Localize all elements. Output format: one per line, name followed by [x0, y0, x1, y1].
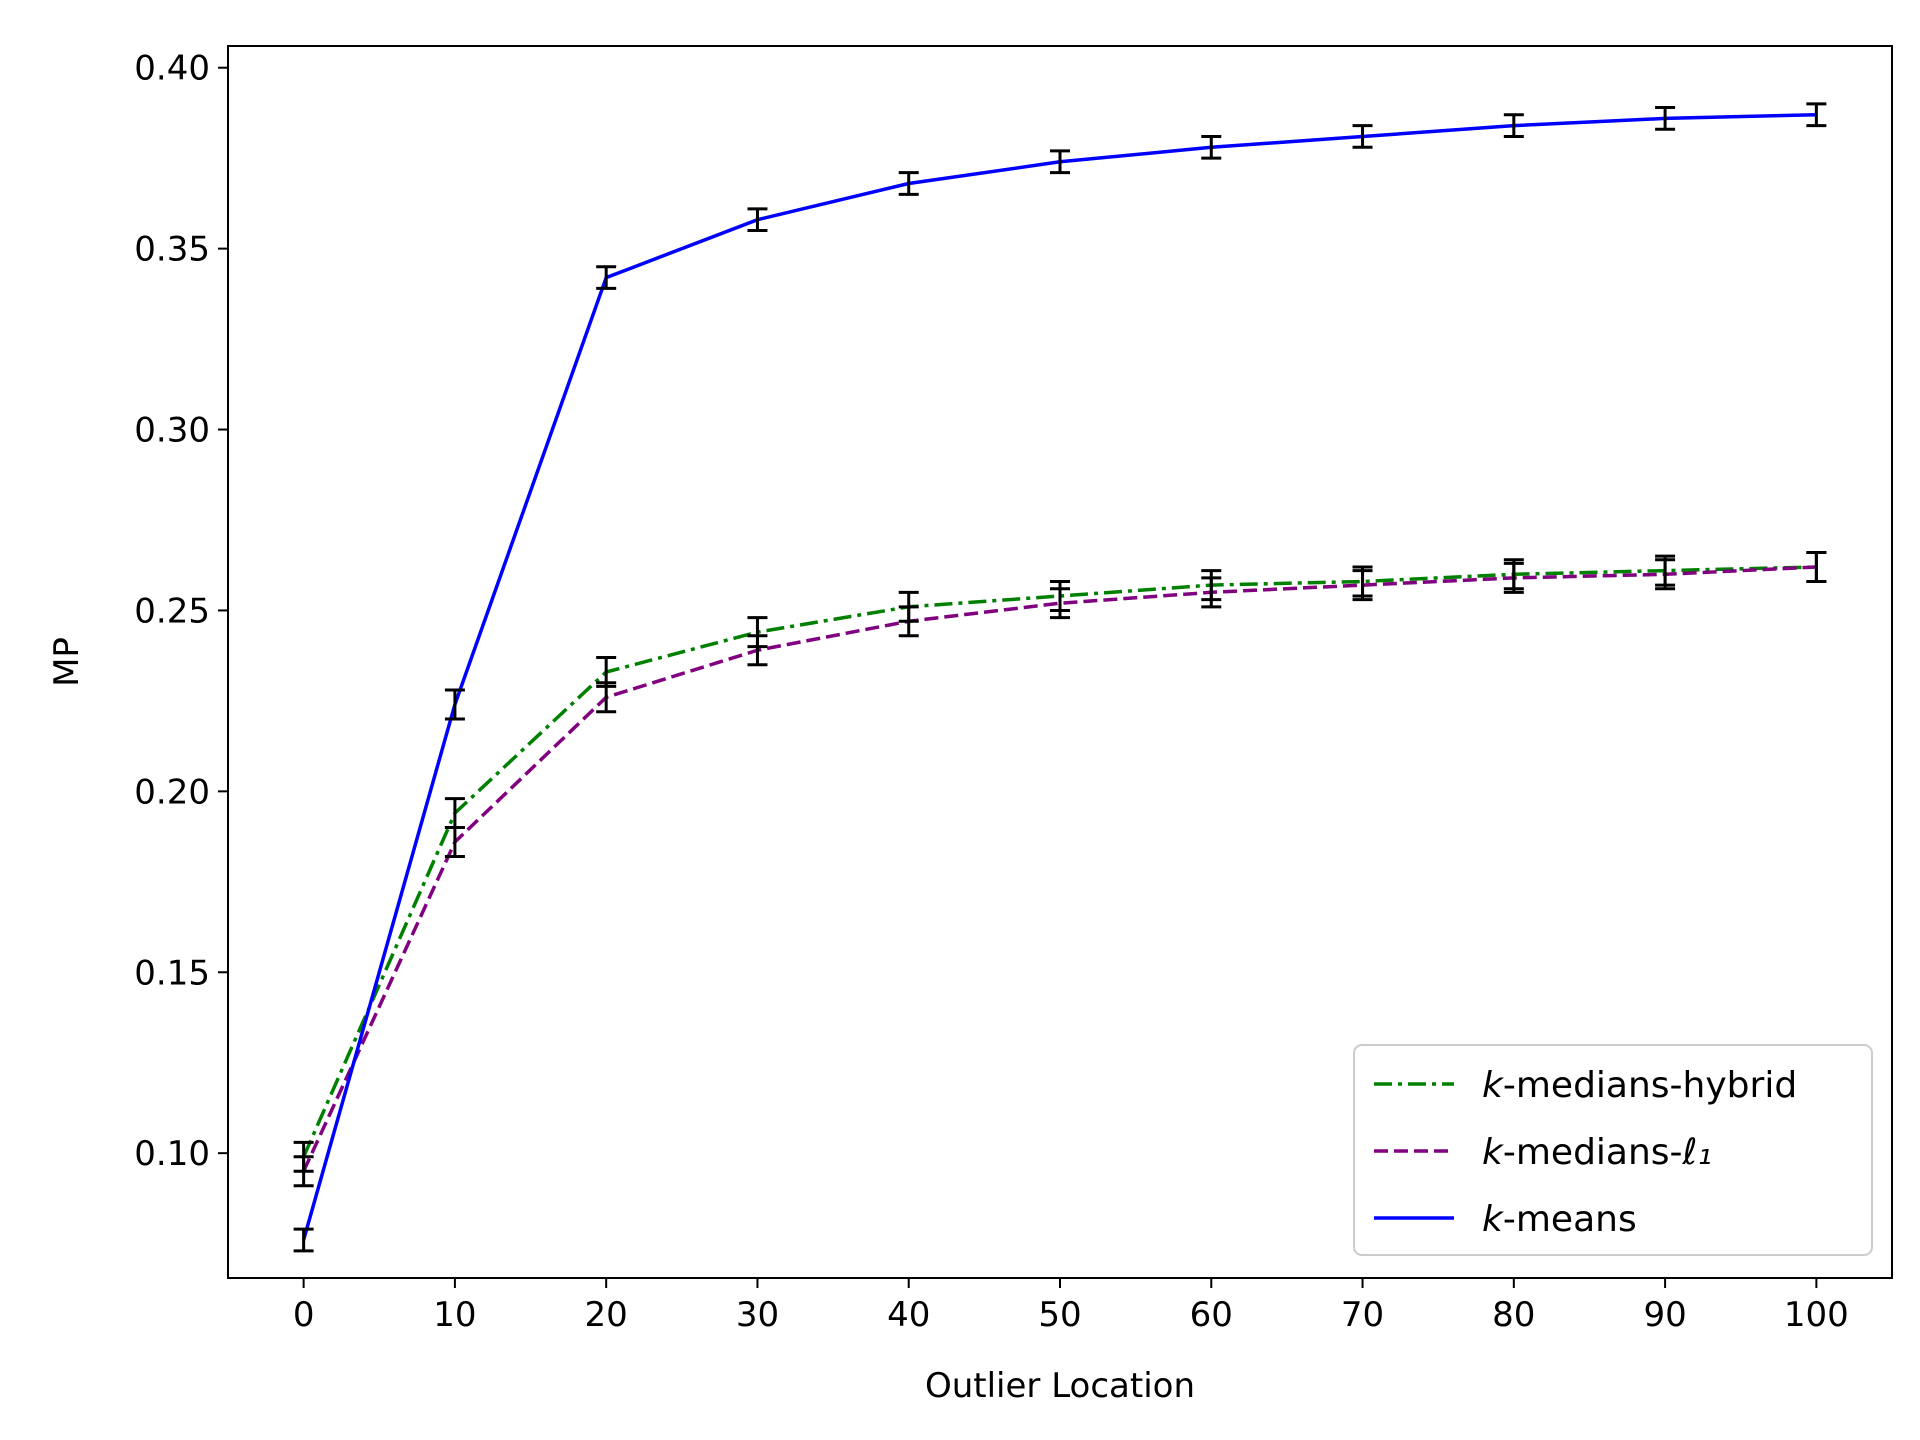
error-bar — [1503, 113, 1524, 138]
x-tick-label: 90 — [1643, 1295, 1686, 1335]
x-tick-label: 70 — [1341, 1295, 1384, 1335]
error-bar — [747, 634, 768, 667]
error-bar — [1806, 102, 1827, 128]
legend-label: k-medians-hybrid — [1482, 1065, 1797, 1106]
error-bar — [1352, 569, 1373, 602]
error-bar — [1352, 124, 1373, 149]
error-bar — [596, 681, 617, 714]
x-axis-ticks: 0 10 20 30 40 50 60 70 80 90 100 — [293, 1278, 1849, 1335]
series-line-0 — [301, 565, 1817, 1158]
x-tick-label: 60 — [1190, 1295, 1233, 1335]
x-tick-label: 20 — [585, 1295, 628, 1335]
y-axis-ticks: 0.10 0.15 0.20 0.25 0.30 0.35 0.40 — [134, 49, 228, 1174]
error-bar — [293, 1155, 314, 1188]
y-axis-label: MP — [47, 637, 87, 687]
x-tick-label: 30 — [736, 1295, 779, 1335]
y-tick-label: 0.40 — [134, 49, 210, 89]
x-tick-label: 80 — [1492, 1295, 1535, 1335]
y-tick-label: 0.15 — [134, 953, 210, 993]
y-tick-label: 0.25 — [134, 591, 210, 631]
legend-label: k-means — [1482, 1199, 1637, 1240]
error-bar — [1201, 576, 1222, 609]
error-bar — [747, 207, 768, 233]
error-bar — [1655, 558, 1676, 591]
y-tick-label: 0.35 — [134, 230, 210, 270]
x-tick-label: 10 — [433, 1295, 476, 1335]
y-tick-label: 0.30 — [134, 411, 210, 451]
x-tick-label: 100 — [1784, 1295, 1849, 1335]
x-tick-label: 50 — [1038, 1295, 1081, 1335]
error-bar — [1655, 106, 1676, 131]
error-bar — [444, 826, 465, 858]
y-tick-label: 0.20 — [134, 772, 210, 812]
error-bar — [1050, 149, 1070, 175]
legend: k-medians-hybrid k-medians-ℓ₁ k-means — [1353, 1044, 1873, 1256]
error-bar — [1201, 134, 1222, 160]
y-tick-label: 0.10 — [134, 1134, 210, 1174]
error-bar — [596, 265, 617, 290]
x-tick-label: 0 — [293, 1295, 315, 1335]
x-axis-label: Outlier Location — [925, 1366, 1195, 1406]
error-bar — [293, 1227, 314, 1253]
error-bar — [444, 688, 465, 721]
legend-frame — [1353, 1044, 1873, 1256]
error-bar — [898, 171, 919, 196]
error-bar — [1806, 551, 1827, 583]
error-bar — [1503, 561, 1524, 594]
legend-label: k-medians-ℓ₁ — [1482, 1132, 1712, 1173]
x-tick-label: 40 — [887, 1295, 930, 1335]
error-bar — [1050, 587, 1070, 620]
errorbar-layer — [293, 102, 1827, 1253]
error-bar — [898, 605, 919, 638]
series-line-1 — [302, 565, 1817, 1173]
